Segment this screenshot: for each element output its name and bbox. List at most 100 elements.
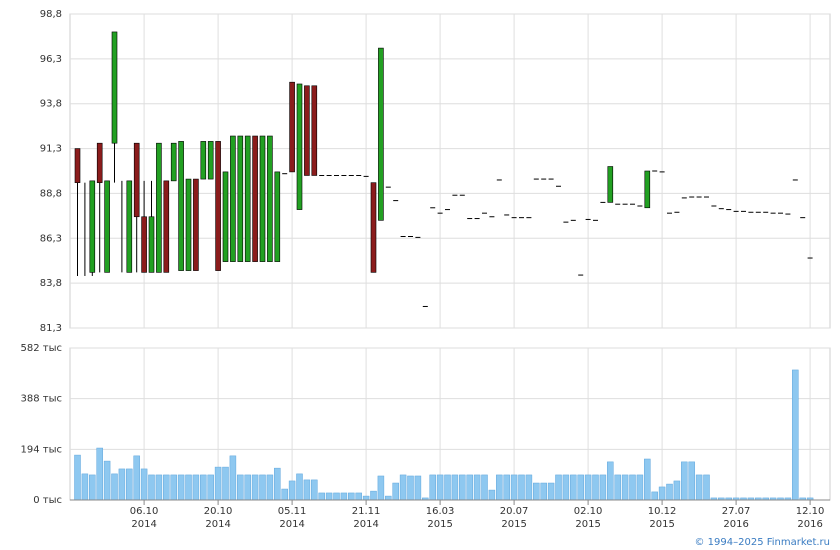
volume-bar	[644, 458, 651, 501]
candle-body	[200, 141, 207, 180]
volume-bar	[155, 474, 163, 501]
volume-bar	[318, 492, 325, 501]
plot-frame	[69, 13, 831, 329]
candle-body	[370, 182, 377, 273]
volume-bar	[126, 468, 133, 501]
copyright: © 1994–2025 Finmarket.ru	[694, 537, 830, 548]
volume-bar	[577, 474, 584, 501]
y-tick-label: 83,8	[40, 278, 62, 289]
volume-bar	[555, 474, 562, 501]
volume-bar	[148, 474, 155, 501]
volume-bar	[658, 486, 666, 501]
x-tick-label: 20.10	[204, 506, 233, 517]
volume-bar	[103, 460, 111, 501]
volume-bar	[688, 461, 695, 501]
candle-body	[126, 180, 133, 273]
volume-bar	[629, 474, 636, 501]
y-tick-label: 88,8	[40, 188, 62, 199]
volume-bar	[540, 482, 547, 501]
volume-bar	[695, 474, 703, 501]
volume-bar	[473, 474, 481, 501]
volume-bar	[163, 474, 170, 501]
volume-bar	[562, 474, 570, 501]
volume-bar	[259, 474, 266, 501]
candle-body	[96, 142, 103, 183]
volume-bar	[392, 482, 399, 501]
x-tick-label: 2014	[131, 519, 156, 530]
volume-bar	[651, 491, 658, 501]
x-tick-label: 2014	[279, 519, 304, 530]
volume-bar	[703, 474, 710, 501]
volume-bar	[266, 474, 274, 501]
candle-body	[178, 141, 184, 271]
volume-bar	[436, 474, 444, 501]
candle-body	[104, 180, 110, 273]
y-tick-label: 86,3	[40, 233, 62, 244]
y-tick-label: 0 тыс	[33, 495, 62, 506]
volume-bar	[614, 474, 621, 501]
volume-bar	[466, 474, 473, 501]
candle-body	[304, 85, 310, 176]
volume-bar	[200, 474, 207, 501]
volume-bar	[444, 474, 451, 501]
volume-bar	[303, 479, 311, 501]
x-tick-label: 2015	[427, 519, 452, 530]
volume-bar	[325, 492, 333, 501]
candle-body	[89, 180, 96, 273]
volume-bar	[296, 473, 303, 501]
candle-body	[378, 47, 384, 221]
volume-bar	[666, 483, 673, 501]
volume-bar	[488, 489, 496, 501]
x-tick-label: 2014	[205, 519, 230, 530]
x-tick-label: 12.10	[796, 506, 825, 517]
y-tick-label: 93,8	[40, 99, 62, 110]
candle-body	[141, 216, 147, 273]
volume-bar	[592, 474, 599, 501]
volume-bar	[89, 474, 96, 501]
volume-bar	[414, 475, 422, 501]
candle-body	[259, 135, 266, 262]
candle-body	[207, 141, 214, 180]
volume-bar	[207, 474, 214, 501]
volume-bar	[140, 468, 148, 501]
x-tick-label: 05.11	[278, 506, 307, 517]
volume-bar	[170, 474, 177, 501]
volume-bar	[348, 492, 355, 501]
y-tick-label: 194 тыс	[21, 444, 62, 455]
candle-body	[267, 135, 273, 262]
volume-bar	[111, 473, 118, 501]
volume-bar	[673, 480, 681, 501]
volume-bar	[496, 474, 503, 501]
volume-bar	[214, 466, 222, 501]
y-tick-label: 582 тыс	[21, 343, 62, 354]
volume-bar	[377, 475, 385, 501]
x-tick-label: 02.10	[574, 506, 603, 517]
candle-body	[111, 31, 118, 144]
volume-bar	[244, 474, 251, 501]
volume-bar	[399, 474, 407, 501]
volume-bar	[96, 447, 103, 501]
candle-body	[252, 135, 258, 262]
candle-body	[237, 135, 244, 262]
volume-bar	[222, 466, 229, 501]
volume-bar	[451, 474, 459, 501]
volume-bar	[407, 475, 414, 501]
x-tick-label: 2015	[501, 519, 526, 530]
candle-body	[607, 166, 614, 203]
candle-body	[244, 135, 251, 262]
candle-body	[148, 216, 155, 273]
x-tick-label: 2015	[575, 519, 600, 530]
volume-bar	[192, 474, 200, 501]
candle-body	[133, 142, 140, 218]
y-tick-label: 388 тыс	[21, 394, 62, 405]
volume-bar	[607, 461, 614, 501]
volume-bar	[355, 492, 362, 501]
x-tick-label: 2014	[353, 519, 378, 530]
volume-bar	[459, 474, 466, 501]
volume-bar	[621, 474, 629, 501]
volume-bar	[281, 488, 288, 501]
volume-bar	[510, 474, 518, 501]
candle-body	[222, 171, 229, 262]
x-tick-label: 06.10	[130, 506, 159, 517]
